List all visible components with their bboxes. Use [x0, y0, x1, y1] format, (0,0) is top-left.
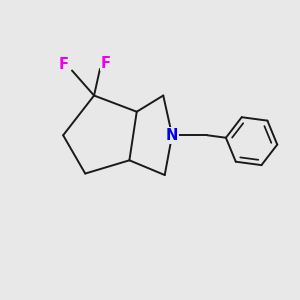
Text: N: N — [166, 128, 178, 143]
Text: F: F — [58, 57, 68, 72]
Text: F: F — [101, 56, 111, 70]
